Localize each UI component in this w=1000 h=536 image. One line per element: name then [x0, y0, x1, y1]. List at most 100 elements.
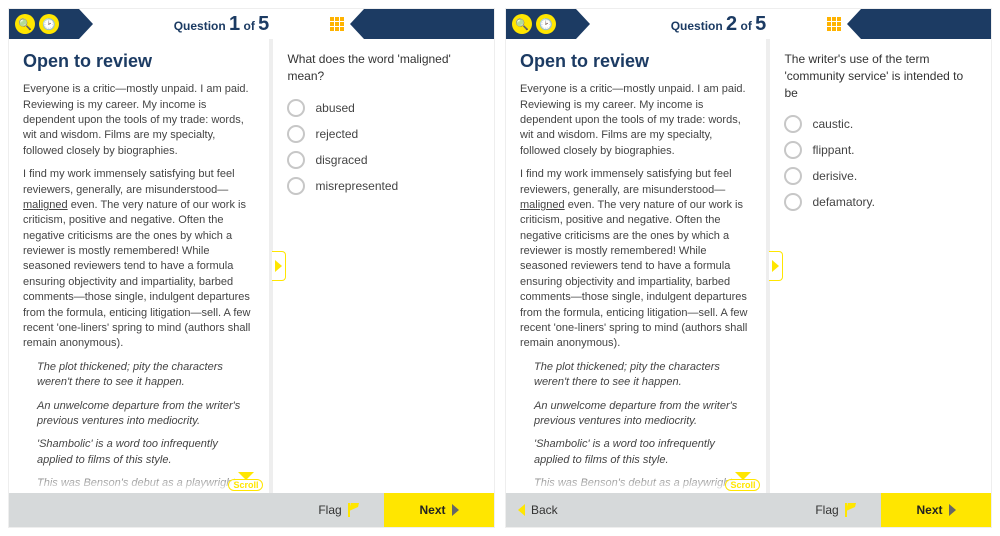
- content-body: Open to review Everyone is a critic—mostl…: [9, 39, 494, 493]
- question-indicator: Question 2 of 5: [576, 9, 861, 39]
- passage-title: Open to review: [23, 49, 255, 74]
- passage-p2: I find my work immensely satisfying but …: [520, 167, 752, 352]
- flag-label: Flag: [318, 503, 341, 517]
- q-mid: of: [240, 19, 258, 33]
- flag-label: Flag: [815, 503, 838, 517]
- flag-button[interactable]: Flag: [296, 493, 384, 527]
- grid-nav-icon[interactable]: [330, 17, 344, 31]
- underlined-word: maligned: [520, 199, 565, 211]
- question-stem: The writer's use of the term 'community …: [784, 51, 977, 101]
- quote-line: This was Benson's debut as a playwright.…: [23, 476, 255, 493]
- quote-block: The plot thickened; pity the characters …: [23, 360, 255, 493]
- header-tools: 🔍🕑: [9, 9, 79, 39]
- radio-icon[interactable]: [784, 141, 802, 159]
- option-label: abused: [315, 101, 354, 115]
- q-prefix: Question: [174, 19, 229, 33]
- footer-spacer: [594, 493, 793, 527]
- options-list: caustic. flippant. derisive. defamatory.: [784, 115, 977, 211]
- option-label: derisive.: [812, 169, 857, 183]
- back-label: Back: [531, 503, 558, 517]
- option-label: disgraced: [315, 153, 367, 167]
- radio-icon[interactable]: [287, 125, 305, 143]
- quote-line: The plot thickened; pity the characters …: [520, 360, 752, 391]
- radio-icon[interactable]: [784, 167, 802, 185]
- radio-icon[interactable]: [287, 177, 305, 195]
- quote-line: The plot thickened; pity the characters …: [23, 360, 255, 391]
- option-item[interactable]: derisive.: [784, 167, 977, 185]
- option-item[interactable]: caustic.: [784, 115, 977, 133]
- option-label: caustic.: [812, 117, 853, 131]
- question-pane: The writer's use of the term 'community …: [770, 39, 991, 493]
- q-number: 1: [229, 13, 240, 35]
- quiz-panel: 🔍🕑Question 2 of 5Open to reviewEveryone …: [505, 8, 992, 528]
- question-label: Question 2 of 5: [671, 13, 767, 36]
- underlined-word: maligned: [23, 199, 68, 211]
- passage-p1: Everyone is a critic—mostly unpaid. I am…: [23, 82, 255, 159]
- option-item[interactable]: rejected: [287, 125, 480, 143]
- zoom-icon[interactable]: 🔍: [512, 14, 532, 34]
- radio-icon[interactable]: [287, 99, 305, 117]
- passage-p2: I find my work immensely satisfying but …: [23, 167, 255, 352]
- option-label: flippant.: [812, 143, 854, 157]
- quote-line: This was Benson's debut as a playwright.…: [520, 476, 752, 493]
- header-right: [364, 9, 494, 39]
- option-label: rejected: [315, 127, 358, 141]
- q-total: 5: [755, 13, 766, 35]
- radio-icon[interactable]: [287, 151, 305, 169]
- question-indicator: Question 1 of 5: [79, 9, 364, 39]
- flag-button[interactable]: Flag: [793, 493, 881, 527]
- options-list: abused rejected disgraced misrepresented: [287, 99, 480, 195]
- question-pane: What does the word 'maligned' mean? abuse…: [273, 39, 494, 493]
- next-button[interactable]: Next: [881, 493, 991, 527]
- next-label: Next: [916, 503, 942, 517]
- passage-pane[interactable]: Open to review Everyone is a critic—mostl…: [9, 39, 269, 493]
- option-item[interactable]: misrepresented: [287, 177, 480, 195]
- option-item[interactable]: disgraced: [287, 151, 480, 169]
- timer-icon[interactable]: 🕑: [536, 14, 556, 34]
- radio-icon[interactable]: [784, 193, 802, 211]
- scroll-hint[interactable]: Scroll: [228, 479, 263, 491]
- option-item[interactable]: abused: [287, 99, 480, 117]
- radio-icon[interactable]: [784, 115, 802, 133]
- passage-p1: Everyone is a critic—mostly unpaid. I am…: [520, 82, 752, 159]
- grid-nav-icon[interactable]: [827, 17, 841, 31]
- q-total: 5: [258, 13, 269, 35]
- q-prefix: Question: [671, 19, 726, 33]
- chevron-right-icon: [452, 504, 459, 516]
- timer-icon[interactable]: 🕑: [39, 14, 59, 34]
- chevron-right-icon: [949, 504, 956, 516]
- header-tools: 🔍🕑: [506, 9, 576, 39]
- header-bar: 🔍🕑 Question 2 of 5: [506, 9, 991, 39]
- quiz-panel: 🔍🕑Question 1 of 5Open to reviewEveryone …: [8, 8, 495, 528]
- quote-line: An unwelcome departure from the writer's…: [23, 399, 255, 430]
- flag-icon: [348, 503, 362, 517]
- option-label: defamatory.: [812, 195, 874, 209]
- option-item[interactable]: defamatory.: [784, 193, 977, 211]
- question-label: Question 1 of 5: [174, 13, 270, 36]
- expand-arrow-icon[interactable]: [272, 251, 286, 281]
- chevron-left-icon: [518, 504, 525, 516]
- passage-pane[interactable]: Open to review Everyone is a critic—mostl…: [506, 39, 766, 493]
- header-bar: 🔍🕑 Question 1 of 5: [9, 9, 494, 39]
- q-number: 2: [726, 13, 737, 35]
- footer-spacer: [9, 493, 296, 527]
- content-body: Open to review Everyone is a critic—mostl…: [506, 39, 991, 493]
- question-stem: What does the word 'maligned' mean?: [287, 51, 480, 85]
- option-item[interactable]: flippant.: [784, 141, 977, 159]
- q-mid: of: [737, 19, 755, 33]
- next-label: Next: [419, 503, 445, 517]
- header-right: [861, 9, 991, 39]
- next-button[interactable]: Next: [384, 493, 494, 527]
- quote-block: The plot thickened; pity the characters …: [520, 360, 752, 493]
- flag-icon: [845, 503, 859, 517]
- quote-line: 'Shambolic' is a word too infrequently a…: [520, 437, 752, 468]
- back-button[interactable]: Back: [506, 493, 594, 527]
- expand-arrow-icon[interactable]: [769, 251, 783, 281]
- option-label: misrepresented: [315, 179, 398, 193]
- quote-line: 'Shambolic' is a word too infrequently a…: [23, 437, 255, 468]
- footer-bar: Back Flag Next: [506, 493, 991, 527]
- passage-title: Open to review: [520, 49, 752, 74]
- footer-bar: Flag Next: [9, 493, 494, 527]
- scroll-hint[interactable]: Scroll: [725, 479, 760, 491]
- zoom-icon[interactable]: 🔍: [15, 14, 35, 34]
